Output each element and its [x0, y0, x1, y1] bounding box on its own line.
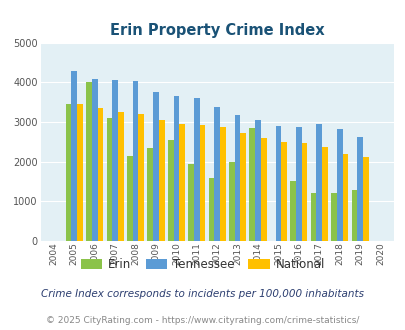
- Bar: [336, 129, 342, 241]
- Bar: [188, 164, 194, 241]
- Bar: [310, 193, 315, 241]
- Bar: [132, 81, 138, 241]
- Bar: [167, 140, 173, 241]
- Bar: [153, 92, 158, 241]
- Bar: [275, 126, 281, 241]
- Bar: [173, 96, 179, 241]
- Bar: [255, 120, 260, 241]
- Bar: [208, 178, 214, 241]
- Bar: [249, 128, 255, 241]
- Bar: [362, 157, 368, 241]
- Bar: [290, 182, 295, 241]
- Bar: [356, 137, 362, 241]
- Bar: [97, 108, 103, 241]
- Text: Crime Index corresponds to incidents per 100,000 inhabitants: Crime Index corresponds to incidents per…: [41, 289, 364, 299]
- Bar: [71, 71, 77, 241]
- Bar: [220, 127, 225, 241]
- Bar: [260, 138, 266, 241]
- Bar: [147, 148, 153, 241]
- Text: © 2025 CityRating.com - https://www.cityrating.com/crime-statistics/: © 2025 CityRating.com - https://www.city…: [46, 316, 359, 325]
- Bar: [234, 115, 240, 241]
- Bar: [321, 147, 327, 241]
- Bar: [86, 82, 92, 241]
- Bar: [158, 120, 164, 241]
- Bar: [330, 193, 336, 241]
- Bar: [118, 112, 124, 241]
- Legend: Erin, Tennessee, National: Erin, Tennessee, National: [76, 253, 329, 276]
- Bar: [228, 162, 234, 241]
- Bar: [106, 118, 112, 241]
- Bar: [315, 124, 321, 241]
- Bar: [179, 124, 185, 241]
- Bar: [138, 114, 144, 241]
- Title: Erin Property Crime Index: Erin Property Crime Index: [110, 22, 324, 38]
- Bar: [214, 107, 220, 241]
- Bar: [92, 79, 97, 241]
- Bar: [301, 143, 307, 241]
- Bar: [77, 104, 83, 241]
- Bar: [295, 127, 301, 241]
- Bar: [240, 133, 245, 241]
- Bar: [342, 154, 347, 241]
- Bar: [66, 104, 71, 241]
- Bar: [112, 80, 118, 241]
- Bar: [199, 125, 205, 241]
- Bar: [127, 156, 132, 241]
- Bar: [194, 98, 199, 241]
- Bar: [281, 142, 286, 241]
- Bar: [351, 190, 356, 241]
